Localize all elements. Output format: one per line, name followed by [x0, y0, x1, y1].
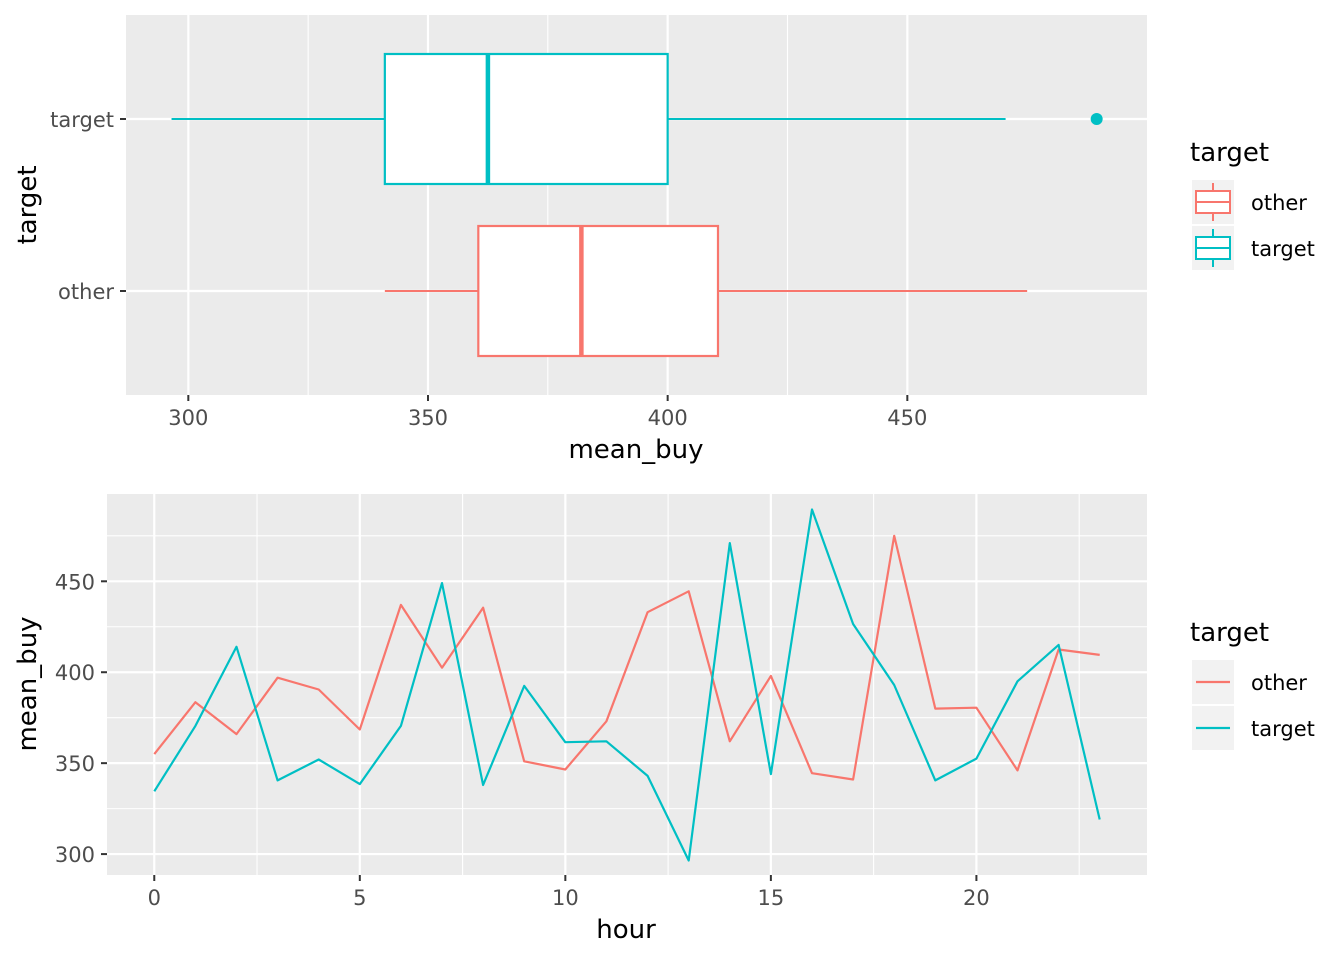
line-grid — [107, 494, 1147, 875]
line-series-target — [153, 508, 1101, 862]
line-legend-title: target — [1190, 618, 1269, 648]
boxplot-x-tick-label: 450 — [887, 406, 927, 430]
boxplot-legend-key-target: target — [1192, 226, 1315, 270]
boxplot-axes: 300 350 400 450 other target — [50, 108, 927, 430]
box-iqr — [477, 224, 720, 358]
line-y-tick-label: 350 — [55, 752, 95, 776]
boxplot-y-axis-title: target — [13, 165, 43, 244]
boxplot-y-tick-label: other — [58, 280, 114, 304]
boxplot-marks — [171, 52, 1103, 358]
legend-label: target — [1251, 237, 1315, 261]
line-x-axis-title: hour — [596, 915, 656, 945]
line-panel: 0 5 10 15 20 300 350 400 450 hour mean_buy targe… — [13, 494, 1315, 945]
box-other — [384, 224, 1028, 358]
box-target — [171, 52, 1103, 186]
line-plot-background — [107, 494, 1147, 875]
line-x-tick-label: 20 — [963, 886, 990, 910]
line-legend-key-target: target — [1192, 706, 1315, 750]
line-y-tick-label: 300 — [55, 843, 95, 867]
legend-label: target — [1251, 717, 1315, 741]
boxplot-x-tick-label: 400 — [648, 406, 688, 430]
line-marks — [153, 508, 1101, 862]
line-y-axis-title: mean_buy — [13, 616, 43, 751]
legend-label: other — [1251, 191, 1307, 215]
line-x-tick-label: 15 — [758, 886, 785, 910]
line-y-tick-label: 450 — [55, 570, 95, 594]
boxplot-panel: 300 350 400 450 other target mean_buy target … — [13, 15, 1315, 465]
line-series-other — [153, 534, 1100, 781]
boxplot-legend-key-other: other — [1192, 180, 1307, 224]
boxplot-x-axis-title: mean_buy — [568, 435, 703, 465]
line-legend: target other target — [1190, 618, 1315, 750]
boxplot-legend-title: target — [1190, 138, 1269, 168]
boxplot-y-tick-label: target — [50, 108, 114, 132]
line-y-tick-label: 400 — [55, 661, 95, 685]
boxplot-x-tick-label: 350 — [408, 406, 448, 430]
line-x-tick-label: 0 — [148, 886, 161, 910]
boxplot-x-tick-label: 300 — [168, 406, 208, 430]
legend-label: other — [1251, 671, 1307, 695]
line-legend-key-other: other — [1192, 660, 1307, 704]
line-x-tick-label: 5 — [353, 886, 366, 910]
line-axes: 0 5 10 15 20 300 350 400 450 — [55, 570, 990, 910]
line-x-tick-label: 10 — [552, 886, 579, 910]
boxplot-legend: target other target — [1190, 138, 1315, 270]
box-outlier — [1090, 113, 1103, 125]
box-iqr — [383, 52, 669, 186]
